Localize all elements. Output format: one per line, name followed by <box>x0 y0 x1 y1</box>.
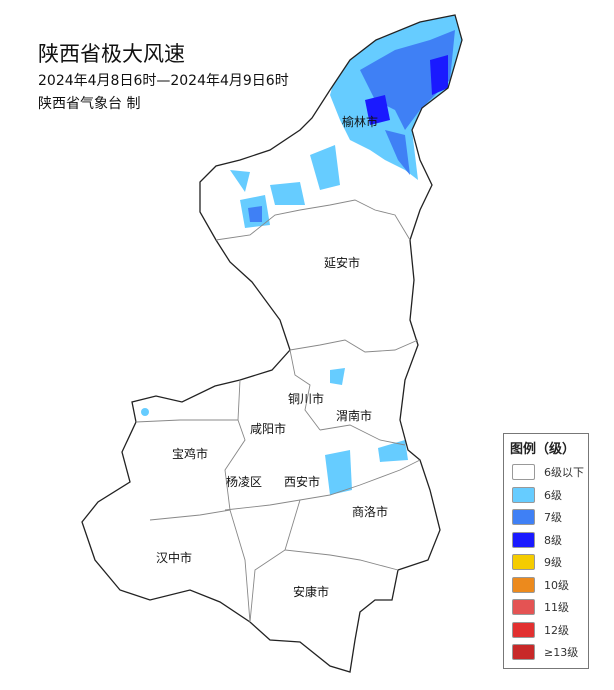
city-label-tongchuan: 铜川市 <box>288 391 324 406</box>
legend-label: ≥13级 <box>544 646 579 660</box>
legend-swatch <box>512 486 535 503</box>
legend-label: 12级 <box>544 623 569 637</box>
city-label-weinan: 渭南市 <box>336 408 372 423</box>
legend-swatch <box>512 531 535 548</box>
city-label-yanan: 延安市 <box>324 255 360 270</box>
legend-item: 7级 <box>504 506 588 529</box>
wind-areas <box>141 15 462 495</box>
city-label-yangling: 杨凌区 <box>226 474 262 489</box>
legend-title: 图例（级） <box>510 442 576 457</box>
legend-item: 6级以下 <box>504 461 588 484</box>
map-title: 陕西省极大风速 <box>38 42 185 66</box>
legend-item: 12级 <box>504 619 588 642</box>
legend-item: 11级 <box>504 596 588 619</box>
city-label-baoji: 宝鸡市 <box>172 446 208 461</box>
city-label-shangluo: 商洛市 <box>352 504 388 519</box>
legend-label: 10级 <box>544 578 569 592</box>
district-boundaries <box>135 199 421 623</box>
legend-swatch <box>512 599 535 616</box>
legend-item: ≥13级 <box>504 641 588 664</box>
legend-swatch <box>512 509 535 526</box>
city-label-xian: 西安市 <box>284 474 320 489</box>
legend-swatch <box>512 621 535 638</box>
city-label-hanzhong: 汉中市 <box>156 550 192 565</box>
legend-swatch <box>512 576 535 593</box>
city-labels: 榆林市 延安市 铜川市 渭南市 咸阳市 宝鸡市 杨凌区 西安市 商洛市 汉中市 … <box>156 114 388 599</box>
legend-item: 6级 <box>504 484 588 507</box>
city-label-ankang: 安康市 <box>293 584 329 599</box>
legend-swatch <box>512 464 535 481</box>
legend-label: 6级 <box>544 488 562 502</box>
legend-label: 8级 <box>544 533 562 547</box>
legend-label: 11级 <box>544 601 569 615</box>
legend-item: 9级 <box>504 551 588 574</box>
legend-swatch <box>512 554 535 571</box>
legend-swatch <box>512 644 535 661</box>
map-producer: 陕西省气象台 制 <box>38 96 141 112</box>
legend-label: 7级 <box>544 511 562 525</box>
map-period: 2024年4月8日6时—2024年4月9日6时 <box>38 73 289 89</box>
legend-label: 6级以下 <box>544 466 584 480</box>
city-label-yulin: 榆林市 <box>342 114 378 129</box>
legend-label: 9级 <box>544 556 562 570</box>
city-label-xianyang: 咸阳市 <box>250 421 286 436</box>
legend-item: 8级 <box>504 529 588 552</box>
legend: 图例（级） 6级以下 6级 7级 8级 9级 10级 11级 12级 ≥13级 <box>503 433 589 669</box>
legend-item: 10级 <box>504 574 588 597</box>
